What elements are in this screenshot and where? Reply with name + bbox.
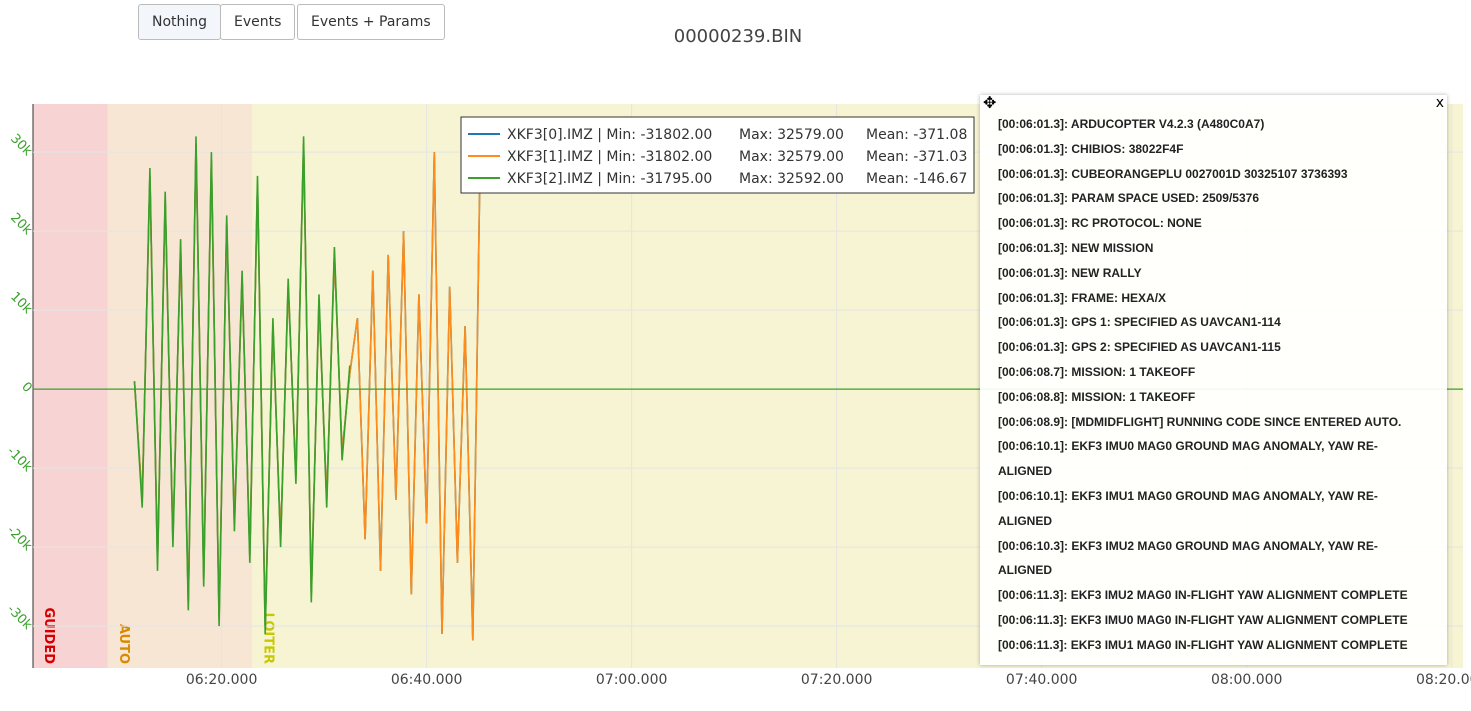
message: [00:06:10.3]: EKF3 IMU2 MAG0 GROUND MAG … (998, 538, 1378, 578)
y-tick-label: -20k (4, 523, 35, 554)
move-handle[interactable]: ✥ (983, 93, 997, 112)
x-tick-label: 08:20.000 (1416, 672, 1471, 688)
legend-label: XKF3[2].IMZ | Min: -31795.00 (507, 171, 712, 187)
mode-band (33, 104, 108, 668)
y-tick-label: 10k (7, 289, 35, 317)
mode-band (107, 104, 253, 668)
message: [00:06:10.1]: EKF3 IMU1 MAG0 GROUND MAG … (998, 488, 1378, 528)
legend-mean: Mean: -371.08 (866, 127, 967, 143)
legend-mean: Mean: -371.03 (866, 149, 967, 165)
button[interactable]: Nothing (138, 4, 222, 40)
legend-max: Max: 32579.00 (739, 149, 844, 165)
message: [00:06:01.3]: GPS 2: SPECIFIED AS UAVCAN… (998, 340, 1281, 355)
legend-label: XKF3[0].IMZ | Min: -31802.00 (507, 127, 712, 143)
button[interactable]: Events + Params (297, 4, 445, 40)
button[interactable]: Events (220, 4, 296, 40)
message: [00:06:08.8]: MISSION: 1 TAKEOFF (998, 389, 1196, 404)
mode-label: AUTO (116, 624, 131, 664)
y-tick-label: -10k (4, 444, 35, 475)
y-tick-label: -30k (4, 602, 35, 633)
mode-label: LOITER (260, 613, 275, 664)
chart-title: 00000239.BIN (674, 26, 802, 47)
y-tick-label: 20k (7, 210, 35, 238)
message: [00:06:11.3]: EKF3 IMU0 MAG0 IN-FLIGHT Y… (998, 612, 1408, 627)
x-tick-label: 07:40.000 (1006, 672, 1078, 688)
x-tick-label: 06:20.000 (186, 672, 258, 688)
message: [00:06:08.9]: [MDMIDFLIGHT] RUNNING CODE… (998, 414, 1402, 429)
message: [00:06:10.1]: EKF3 IMU0 MAG0 GROUND MAG … (998, 439, 1378, 479)
y-tick-label: 0 (18, 380, 34, 396)
message: [00:06:01.3]: NEW MISSION (998, 240, 1154, 255)
message: [00:06:11.3]: EKF3 IMU2 MAG0 IN-FLIGHT Y… (998, 588, 1408, 603)
x-tick-label: 06:40.000 (391, 672, 463, 688)
message: [00:06:01.3]: ARDUCOPTER V4.2.3 (A480C0A… (998, 117, 1265, 131)
messages-panel: ✥ x [00:06:01.3]: ARDUCOPTER V4.2.3 (A48… (980, 93, 1447, 665)
legend-mean: Mean: -146.67 (866, 171, 967, 187)
message: [00:06:01.3]: NEW RALLY (998, 265, 1142, 280)
series-line (133, 136, 351, 635)
message: [00:06:01.3]: RC PROTOCOL: NONE (998, 216, 1202, 231)
message: [00:06:01.3]: CUBEORANGEPLU 0027001D 303… (998, 166, 1348, 181)
message: [00:06:01.3]: FRAME: HEXA/X (998, 290, 1167, 305)
close-button[interactable]: x (1435, 95, 1444, 111)
y-tick-label: 30k (7, 131, 35, 159)
message: [00:06:01.3]: CHIBIOS: 38022F4F (998, 141, 1184, 156)
x-tick-label: 07:00.000 (596, 672, 668, 688)
legend-label: XKF3[1].IMZ | Min: -31802.00 (507, 149, 712, 165)
mode-label: GUIDED (41, 607, 56, 664)
message: [00:06:01.3]: PARAM SPACE USED: 2509/537… (998, 191, 1259, 206)
legend-max: Max: 32579.00 (739, 127, 844, 143)
legend-box (460, 116, 975, 194)
x-tick-label: 08:00.000 (1211, 672, 1283, 688)
message: [00:06:01.3]: GPS 1: SPECIFIED AS UAVCAN… (998, 315, 1281, 330)
legend-max: Max: 32592.00 (739, 171, 844, 187)
x-tick-label: 07:20.000 (801, 672, 873, 688)
message: [00:06:11.3]: EKF3 IMU1 MAG0 IN-FLIGHT Y… (998, 637, 1408, 652)
message: [00:06:08.7]: MISSION: 1 TAKEOFF (998, 364, 1196, 379)
